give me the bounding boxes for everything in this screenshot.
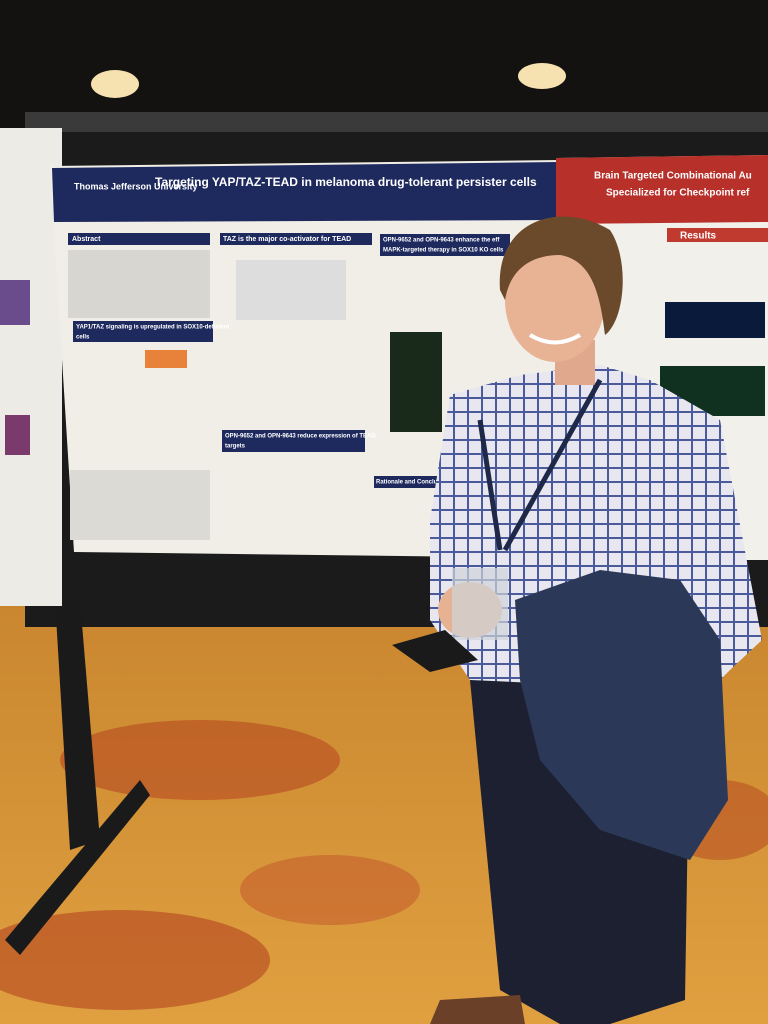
- blot-figure: [236, 260, 346, 320]
- section-heading: Abstract: [72, 236, 101, 243]
- section-bar: [222, 430, 365, 452]
- hair: [499, 216, 623, 335]
- poster-figure: [0, 280, 30, 325]
- institution: Thomas Jefferson University: [74, 181, 198, 191]
- section-bar: [73, 321, 213, 342]
- section-heading: OPN-9652 and OPN-9643 reduce expression …: [225, 434, 376, 440]
- section-bar: [220, 233, 372, 245]
- cup: [452, 568, 508, 640]
- section-heading: cells: [76, 335, 90, 341]
- section-heading: MAPK-targeted therapy in SOX10 KO cells: [383, 248, 504, 254]
- lanyard: [477, 419, 503, 551]
- section-bar: [380, 234, 510, 256]
- microscopy-figure: [390, 332, 442, 432]
- board-frame: [25, 112, 768, 132]
- lanyard: [502, 378, 603, 552]
- carpet-pattern: [240, 855, 420, 925]
- neighbor-poster: [0, 128, 62, 606]
- right-poster-title: Specialized for Checkpoint ref: [606, 188, 750, 199]
- poster-header: [52, 162, 558, 222]
- poster-figure: [665, 302, 765, 338]
- section-heading: YAP1/TAZ signaling is upregulated in SOX…: [76, 325, 229, 331]
- board-leg: [55, 600, 100, 850]
- section-heading: TAZ is the major co-activator for TEAD: [223, 236, 351, 243]
- notebook: [392, 630, 478, 672]
- poster-figure: [5, 415, 30, 455]
- section-bar: [667, 228, 768, 242]
- section-bar: [374, 476, 446, 488]
- text-block: [68, 250, 210, 318]
- section-heading: Rationale and Conclusion: [376, 480, 450, 486]
- poster-title: Targeting YAP/TAZ-TEAD in melanoma drug-…: [155, 175, 537, 189]
- right-section: Results: [680, 231, 717, 242]
- section-heading: OPN-9652 and OPN-9643 enhance the eff: [383, 238, 500, 244]
- right-poster-title: Brain Targeted Combinational Au: [594, 171, 752, 182]
- carpet-pattern: [60, 720, 340, 800]
- ceiling-light: [518, 63, 566, 89]
- carpet-pattern: [0, 910, 270, 1010]
- heatmap: [145, 350, 187, 368]
- face: [505, 238, 605, 362]
- shoe: [430, 995, 525, 1024]
- jacket: [515, 570, 728, 860]
- smile: [528, 333, 582, 345]
- section-heading: targets: [225, 444, 246, 450]
- ceiling-light: [91, 70, 139, 98]
- section-bar: [68, 233, 210, 245]
- board-foot: [5, 780, 150, 955]
- right-poster-header: [556, 155, 768, 224]
- text-block: [70, 470, 210, 540]
